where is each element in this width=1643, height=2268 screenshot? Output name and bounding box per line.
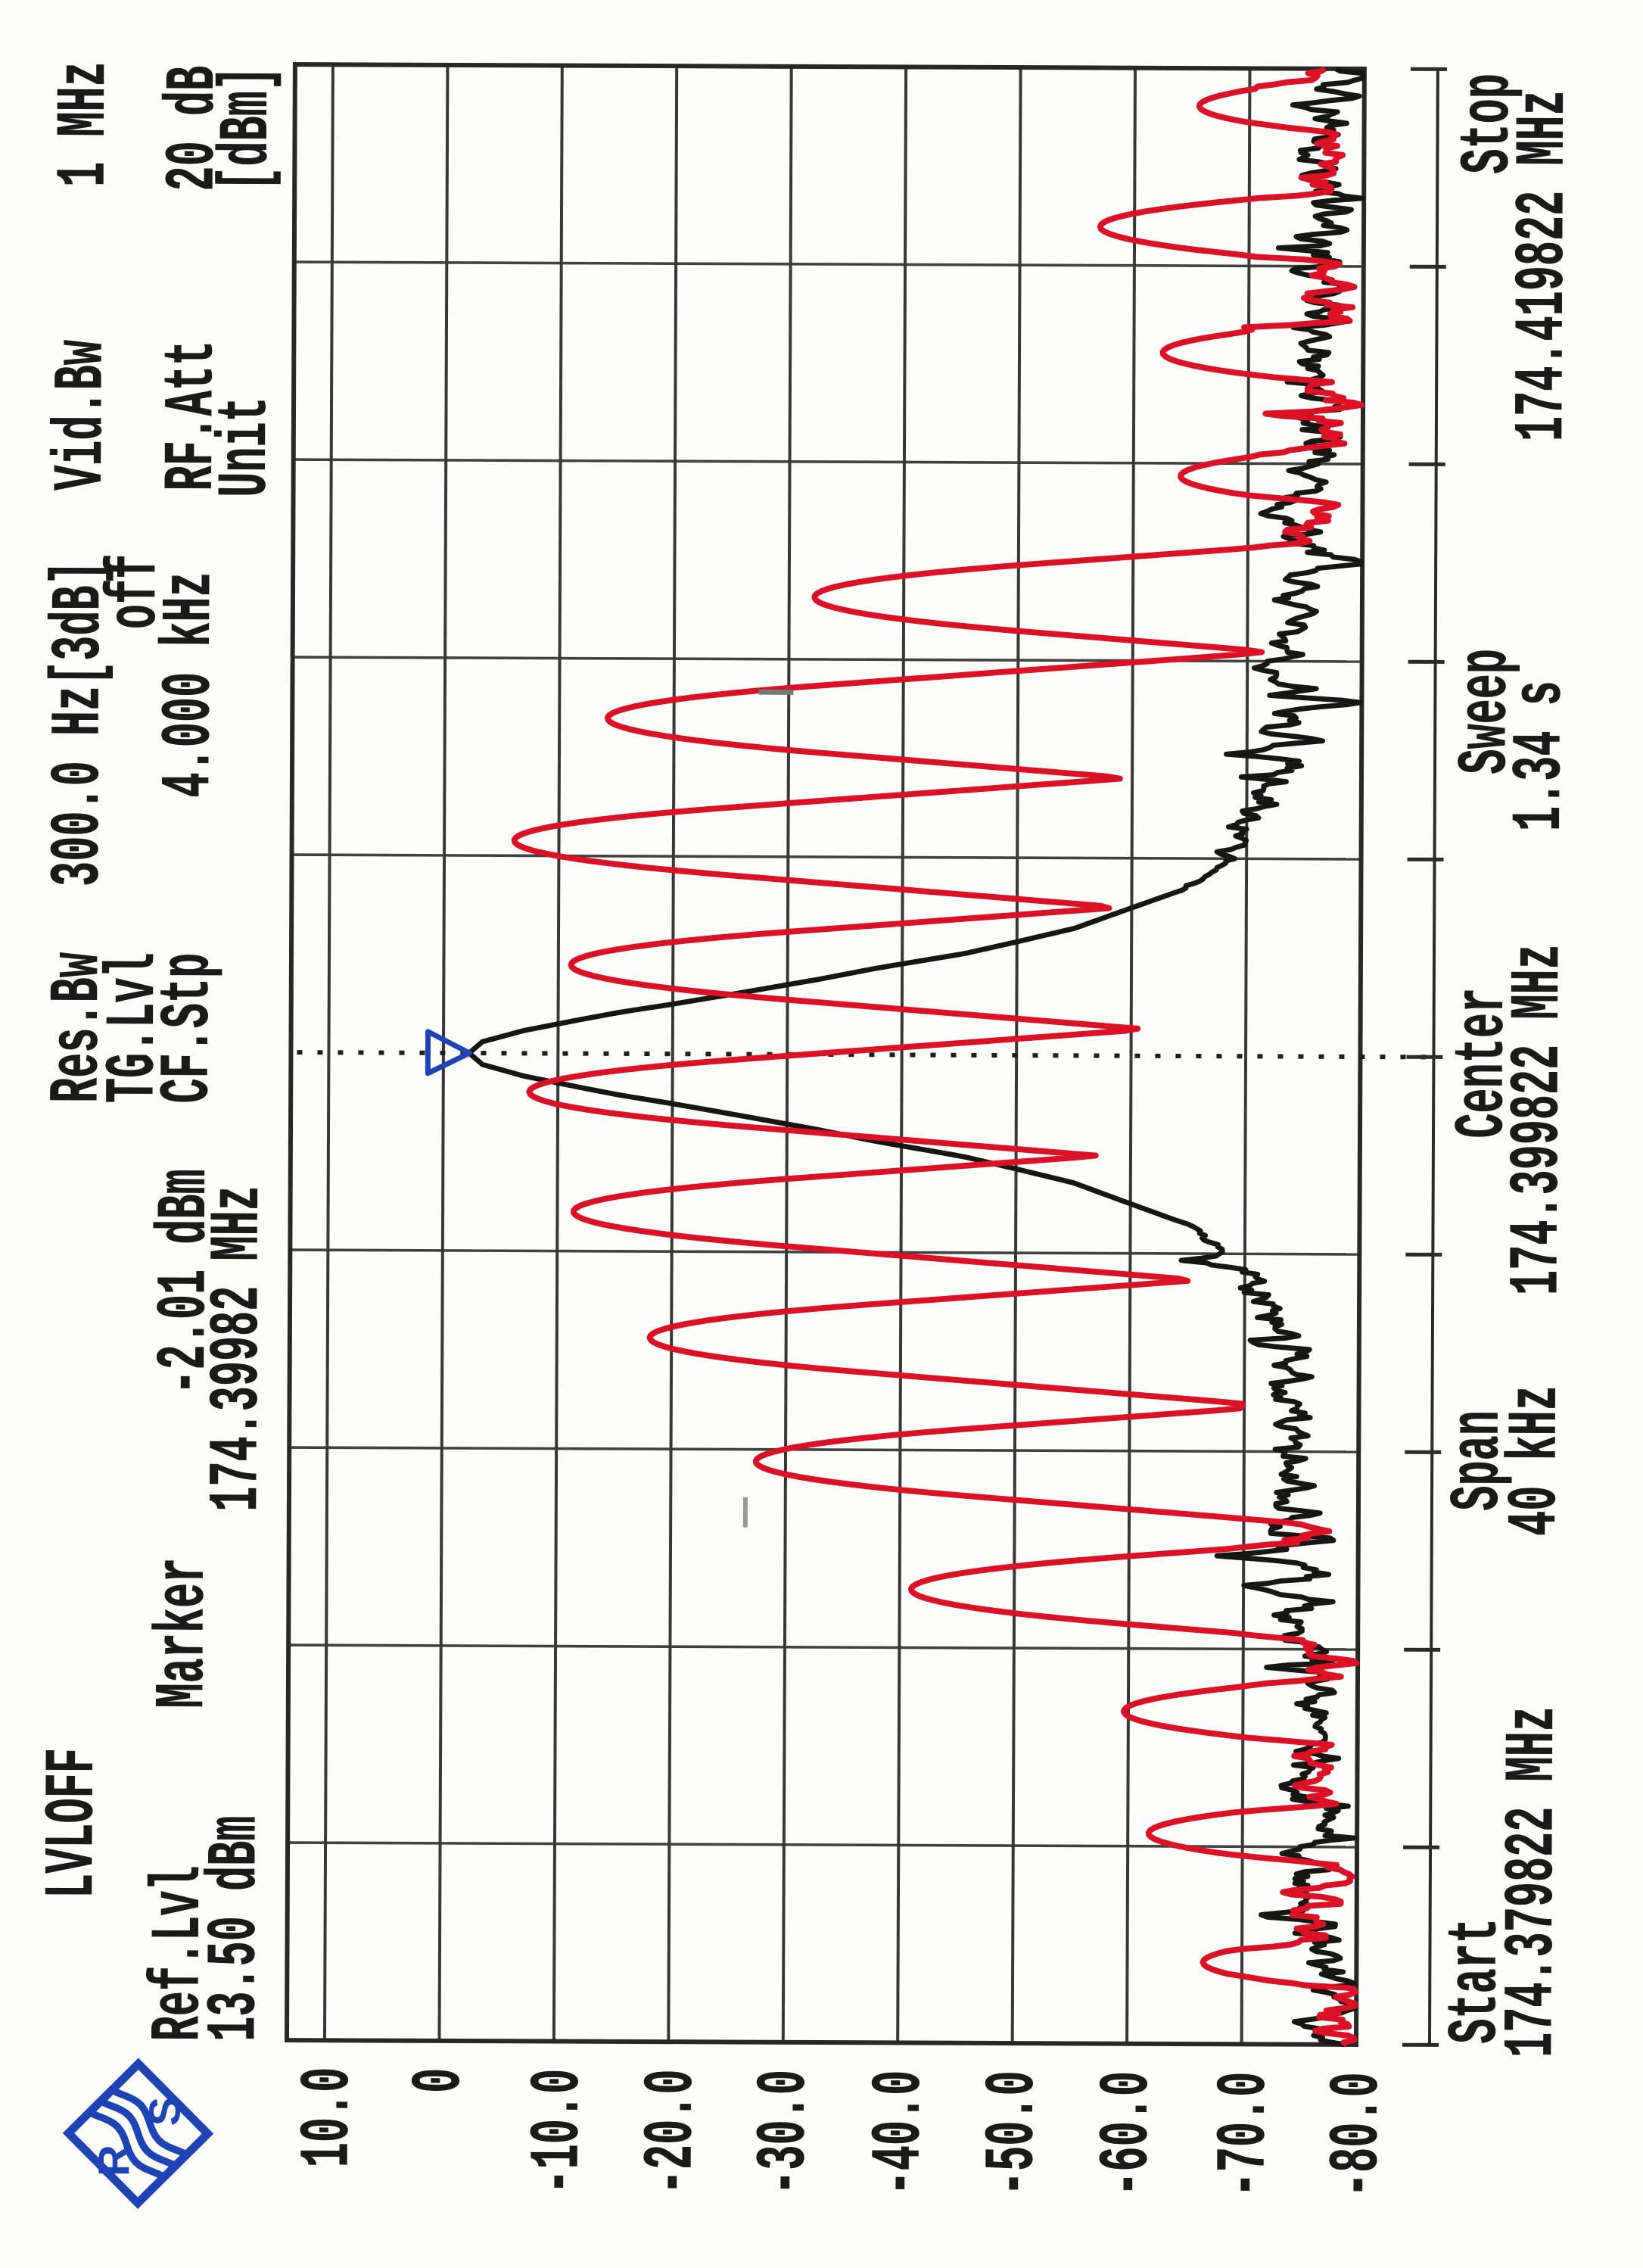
svg-text:R: R xyxy=(89,2145,138,2176)
svg-text:S: S xyxy=(141,2097,190,2126)
